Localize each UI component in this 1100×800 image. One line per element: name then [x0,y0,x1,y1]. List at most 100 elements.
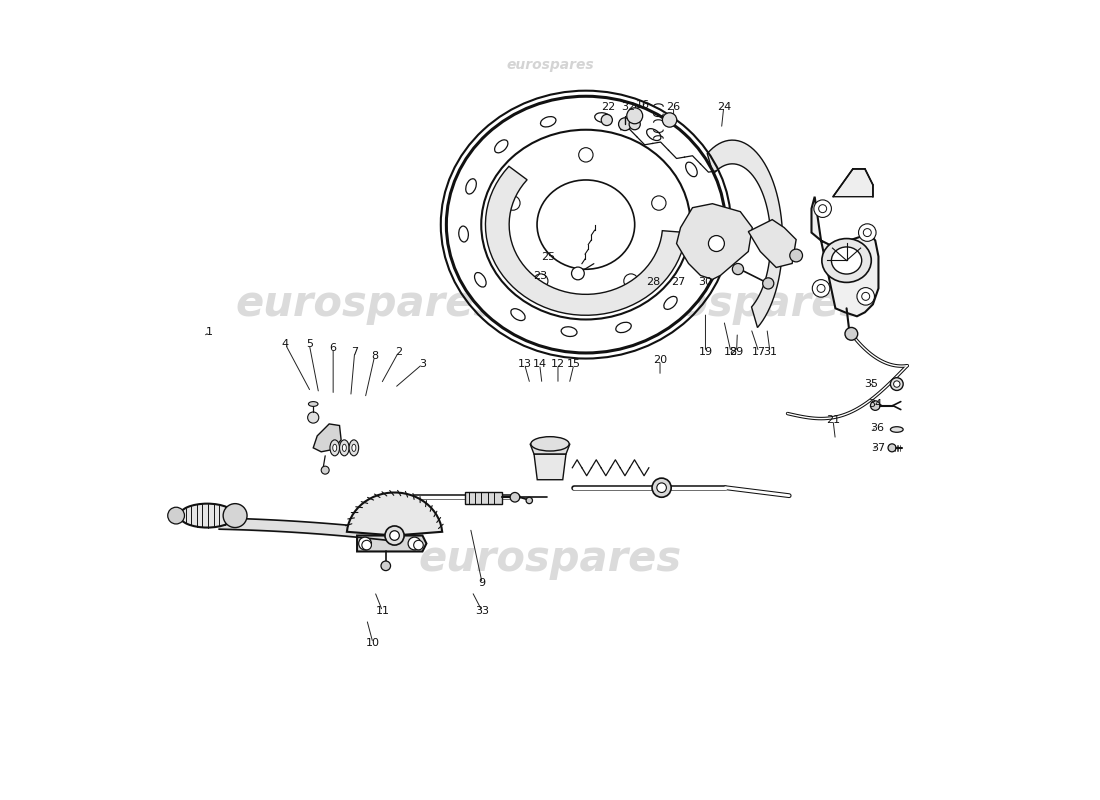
Ellipse shape [447,96,725,353]
Polygon shape [465,492,503,504]
Ellipse shape [685,162,697,177]
Ellipse shape [695,255,706,270]
Text: eurospares: eurospares [235,283,498,326]
Ellipse shape [595,113,610,122]
Text: 10: 10 [366,638,379,648]
Circle shape [818,205,826,213]
Polygon shape [812,197,879,316]
Text: 35: 35 [865,379,878,389]
Ellipse shape [330,440,340,456]
Circle shape [629,118,640,130]
Text: 21: 21 [826,415,840,425]
Text: 17: 17 [751,347,766,357]
Circle shape [362,540,372,550]
Ellipse shape [561,326,578,337]
Text: 8: 8 [371,351,378,361]
Text: 18: 18 [724,347,738,357]
Text: 33: 33 [475,606,490,616]
Text: 9: 9 [478,578,486,588]
Circle shape [790,249,803,262]
Circle shape [408,537,421,550]
Text: 34: 34 [868,399,882,409]
Circle shape [817,285,825,292]
Text: 4: 4 [282,339,289,349]
Ellipse shape [340,440,349,456]
Circle shape [414,540,424,550]
Ellipse shape [540,117,556,127]
Polygon shape [530,444,570,454]
Circle shape [506,196,520,210]
Circle shape [708,235,725,251]
Polygon shape [358,535,427,551]
Circle shape [510,493,519,502]
Ellipse shape [333,444,337,451]
Text: 12: 12 [551,359,565,369]
Circle shape [359,537,372,550]
Text: 6: 6 [330,343,337,353]
Ellipse shape [495,140,508,153]
Circle shape [534,274,548,288]
Text: eurospares: eurospares [602,283,865,326]
Ellipse shape [352,444,356,451]
Text: 32: 32 [621,102,635,112]
Circle shape [321,466,329,474]
Circle shape [652,478,671,498]
Ellipse shape [890,426,903,432]
Circle shape [814,200,832,218]
Text: 5: 5 [306,339,312,349]
Text: 20: 20 [653,355,667,365]
Text: 11: 11 [375,606,389,616]
Ellipse shape [474,273,486,287]
Circle shape [870,401,880,410]
Circle shape [651,196,666,210]
Circle shape [864,229,871,237]
Text: 15: 15 [566,359,581,369]
Text: 28: 28 [647,277,661,287]
Ellipse shape [663,296,678,310]
Text: 13: 13 [517,359,531,369]
Ellipse shape [703,207,713,223]
Polygon shape [314,424,341,452]
Text: 14: 14 [532,359,547,369]
Circle shape [857,287,874,305]
Circle shape [572,267,584,280]
Circle shape [762,278,773,289]
Circle shape [526,498,532,504]
Text: 3: 3 [419,359,426,369]
Circle shape [858,224,876,242]
Polygon shape [485,166,686,315]
Text: 24: 24 [717,102,730,112]
Circle shape [890,378,903,390]
Polygon shape [346,493,442,535]
Ellipse shape [308,402,318,406]
Circle shape [223,504,248,527]
Ellipse shape [647,129,661,141]
Ellipse shape [179,504,235,527]
Text: 37: 37 [871,443,886,453]
Text: eurospares: eurospares [418,538,682,581]
Circle shape [657,483,667,493]
Ellipse shape [459,226,469,242]
Text: 19: 19 [698,347,713,357]
Circle shape [308,412,319,423]
Circle shape [381,561,390,570]
Circle shape [812,280,829,297]
Circle shape [893,381,900,387]
Ellipse shape [465,178,476,194]
Circle shape [385,526,404,545]
Ellipse shape [616,322,631,333]
Circle shape [389,530,399,540]
Circle shape [733,263,744,274]
Polygon shape [833,169,873,197]
Ellipse shape [342,444,346,451]
Circle shape [888,444,896,452]
Circle shape [618,118,631,130]
Text: 23: 23 [534,271,548,282]
Ellipse shape [510,309,525,321]
Text: 1: 1 [206,327,213,338]
Ellipse shape [531,437,569,451]
Text: 16: 16 [636,100,650,110]
Text: 25: 25 [541,251,556,262]
Polygon shape [707,140,782,327]
Text: 36: 36 [870,423,884,433]
